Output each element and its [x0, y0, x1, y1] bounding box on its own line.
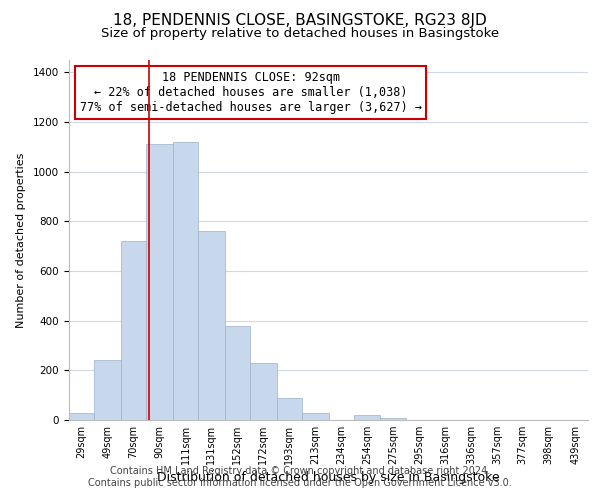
Bar: [354, 415, 380, 420]
Bar: [250, 363, 277, 420]
Bar: [198, 232, 225, 420]
Bar: [94, 360, 121, 420]
Bar: [121, 241, 146, 420]
Bar: [277, 398, 302, 420]
Bar: [69, 412, 94, 420]
Bar: [380, 418, 406, 420]
Y-axis label: Number of detached properties: Number of detached properties: [16, 152, 26, 328]
Bar: [302, 412, 329, 420]
X-axis label: Distribution of detached houses by size in Basingstoke: Distribution of detached houses by size …: [157, 472, 500, 484]
Bar: [146, 144, 173, 420]
Text: Size of property relative to detached houses in Basingstoke: Size of property relative to detached ho…: [101, 28, 499, 40]
Bar: [224, 326, 250, 420]
Text: 18, PENDENNIS CLOSE, BASINGSTOKE, RG23 8JD: 18, PENDENNIS CLOSE, BASINGSTOKE, RG23 8…: [113, 12, 487, 28]
Text: 18 PENDENNIS CLOSE: 92sqm
← 22% of detached houses are smaller (1,038)
77% of se: 18 PENDENNIS CLOSE: 92sqm ← 22% of detac…: [80, 71, 422, 114]
Bar: [173, 142, 198, 420]
Text: Contains HM Land Registry data © Crown copyright and database right 2024.
Contai: Contains HM Land Registry data © Crown c…: [88, 466, 512, 487]
